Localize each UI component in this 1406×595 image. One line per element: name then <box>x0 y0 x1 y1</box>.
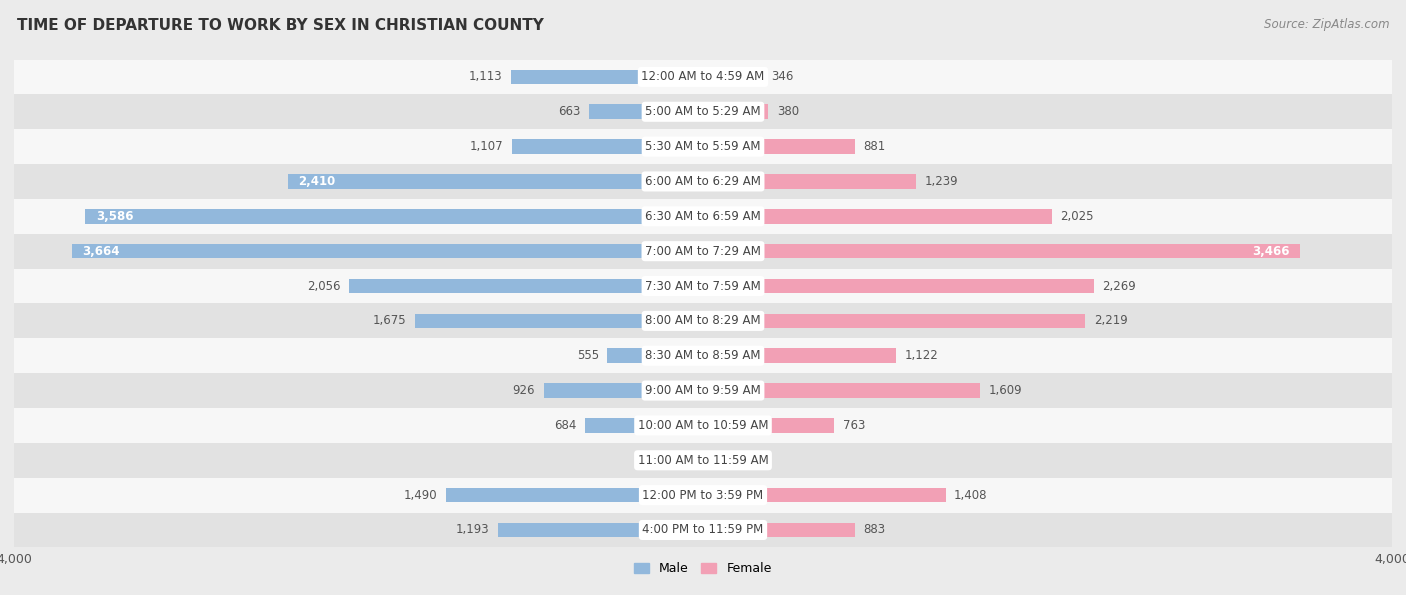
Bar <box>14 164 1392 199</box>
Bar <box>703 244 1301 258</box>
Text: 149: 149 <box>737 454 759 466</box>
Text: 883: 883 <box>863 524 886 537</box>
Bar <box>512 139 703 154</box>
Text: 2,056: 2,056 <box>307 280 340 293</box>
Bar <box>14 129 1392 164</box>
Bar <box>703 383 980 398</box>
Text: 12:00 AM to 4:59 AM: 12:00 AM to 4:59 AM <box>641 70 765 83</box>
Text: 1,113: 1,113 <box>470 70 503 83</box>
Text: 1,122: 1,122 <box>905 349 939 362</box>
Text: 8:00 AM to 8:29 AM: 8:00 AM to 8:29 AM <box>645 314 761 327</box>
Text: 1,239: 1,239 <box>925 175 959 188</box>
Bar <box>72 244 703 258</box>
Text: 2,219: 2,219 <box>1094 314 1128 327</box>
Text: 763: 763 <box>844 419 866 432</box>
Bar <box>14 303 1392 339</box>
Bar <box>446 488 703 502</box>
Bar <box>14 268 1392 303</box>
Bar <box>703 105 769 119</box>
Text: 6:00 AM to 6:29 AM: 6:00 AM to 6:29 AM <box>645 175 761 188</box>
Bar <box>14 60 1392 95</box>
Text: 7:00 AM to 7:29 AM: 7:00 AM to 7:29 AM <box>645 245 761 258</box>
Bar <box>678 453 703 468</box>
Bar <box>703 209 1052 224</box>
Bar <box>14 443 1392 478</box>
Bar <box>703 453 728 468</box>
Text: TIME OF DEPARTURE TO WORK BY SEX IN CHRISTIAN COUNTY: TIME OF DEPARTURE TO WORK BY SEX IN CHRI… <box>17 18 544 33</box>
Bar <box>14 339 1392 373</box>
Bar <box>703 349 896 363</box>
Bar <box>703 70 762 84</box>
Text: 4:00 PM to 11:59 PM: 4:00 PM to 11:59 PM <box>643 524 763 537</box>
Text: 8:30 AM to 8:59 AM: 8:30 AM to 8:59 AM <box>645 349 761 362</box>
Text: 2,269: 2,269 <box>1102 280 1136 293</box>
Bar <box>14 199 1392 234</box>
Bar <box>703 314 1085 328</box>
Text: 5:30 AM to 5:59 AM: 5:30 AM to 5:59 AM <box>645 140 761 153</box>
Bar <box>703 139 855 154</box>
Text: 12:00 PM to 3:59 PM: 12:00 PM to 3:59 PM <box>643 488 763 502</box>
Text: 6:30 AM to 6:59 AM: 6:30 AM to 6:59 AM <box>645 210 761 223</box>
Text: 2,410: 2,410 <box>298 175 336 188</box>
Text: 3,586: 3,586 <box>96 210 134 223</box>
Text: 11:00 AM to 11:59 AM: 11:00 AM to 11:59 AM <box>638 454 768 466</box>
Text: 5:00 AM to 5:29 AM: 5:00 AM to 5:29 AM <box>645 105 761 118</box>
Bar <box>703 278 1094 293</box>
Text: 663: 663 <box>558 105 581 118</box>
Bar <box>703 488 945 502</box>
Bar <box>14 408 1392 443</box>
Text: 1,408: 1,408 <box>955 488 987 502</box>
Bar <box>498 522 703 537</box>
Bar <box>415 314 703 328</box>
Bar <box>703 418 834 433</box>
Text: 10:00 AM to 10:59 AM: 10:00 AM to 10:59 AM <box>638 419 768 432</box>
Bar <box>544 383 703 398</box>
Text: 1,107: 1,107 <box>470 140 503 153</box>
Bar <box>589 105 703 119</box>
Text: 1,490: 1,490 <box>404 488 437 502</box>
Bar <box>14 478 1392 512</box>
Text: 555: 555 <box>576 349 599 362</box>
Text: 9:00 AM to 9:59 AM: 9:00 AM to 9:59 AM <box>645 384 761 397</box>
Bar <box>703 174 917 189</box>
Text: 2,025: 2,025 <box>1060 210 1094 223</box>
Text: 1,193: 1,193 <box>456 524 489 537</box>
Text: 145: 145 <box>647 454 669 466</box>
Text: 3,664: 3,664 <box>83 245 120 258</box>
Text: 3,466: 3,466 <box>1253 245 1289 258</box>
Bar <box>585 418 703 433</box>
Bar <box>14 95 1392 129</box>
Legend: Male, Female: Male, Female <box>630 557 776 580</box>
Text: 346: 346 <box>772 70 793 83</box>
Text: 926: 926 <box>512 384 534 397</box>
Bar <box>349 278 703 293</box>
Bar <box>607 349 703 363</box>
Text: 684: 684 <box>554 419 576 432</box>
Bar <box>703 522 855 537</box>
Text: 7:30 AM to 7:59 AM: 7:30 AM to 7:59 AM <box>645 280 761 293</box>
Text: Source: ZipAtlas.com: Source: ZipAtlas.com <box>1264 18 1389 31</box>
Bar <box>288 174 703 189</box>
Text: 1,675: 1,675 <box>373 314 406 327</box>
Text: 380: 380 <box>778 105 799 118</box>
Bar <box>86 209 703 224</box>
Bar <box>14 512 1392 547</box>
Bar <box>14 373 1392 408</box>
Bar <box>512 70 703 84</box>
Text: 881: 881 <box>863 140 886 153</box>
Bar <box>14 234 1392 268</box>
Text: 1,609: 1,609 <box>988 384 1022 397</box>
